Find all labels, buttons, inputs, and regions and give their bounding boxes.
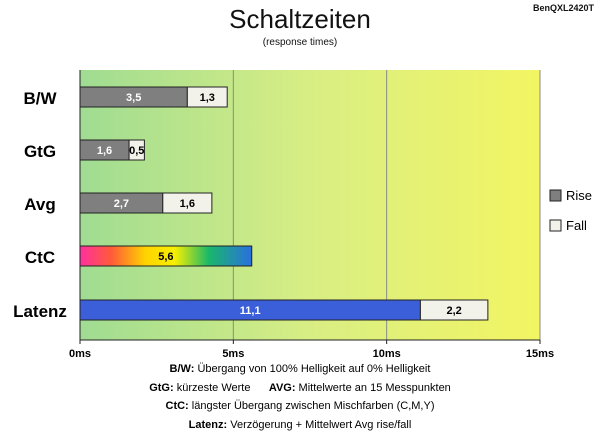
bar-rise-label: 3,5	[126, 92, 141, 104]
category-label: GtG	[24, 142, 56, 161]
x-tick-label: 15ms	[526, 348, 554, 360]
x-tick-label: 0ms	[69, 348, 91, 360]
category-label: Latenz	[13, 302, 67, 321]
bar-fall	[186, 86, 228, 108]
footnote-line: CtC: längster Übergang zwischen Mischfar…	[0, 397, 600, 416]
footnote-term: CtC:	[165, 400, 189, 412]
bar-rise-label: 11,1	[240, 305, 261, 317]
response-time-chart: 0ms 5ms 10ms 15ms 3,5 1,3 1,6 0,5 2,7 1,6 5,6 11,1…	[13, 70, 592, 360]
x-tick-label: 5ms	[222, 348, 244, 360]
legend-label: Fall	[566, 218, 587, 233]
footnote-description: längster Übergang zwischen Mischfarben (…	[188, 400, 435, 412]
bar-rise-label: 5,6	[158, 251, 173, 263]
bar-fall	[419, 299, 489, 321]
footnote-line: GtG: kürzeste Werte AVG: Mittelwerte an …	[0, 379, 600, 398]
bar-rise-label: 2,7	[114, 198, 129, 210]
bar-fall	[162, 192, 213, 214]
footnote-term: Latenz:	[188, 418, 228, 431]
bar-fall-label: 1,6	[180, 198, 195, 210]
footnote-description: Verzögerung + Mittelwert Avg rise/fall	[227, 418, 412, 431]
x-tick-label: 10ms	[373, 348, 401, 360]
legend: Rise Fall	[549, 188, 592, 233]
category-label: Avg	[24, 195, 56, 214]
footnote-description: Mittelwerte an 15 Messpunkten	[295, 381, 451, 394]
footnote-term: GtG:	[149, 381, 174, 394]
chart-subtitle: (response times)	[262, 37, 338, 48]
footnote-description: kürzeste Werte	[173, 381, 251, 394]
category-label: B/W	[23, 89, 57, 108]
category-label: CtC	[25, 248, 55, 267]
bar-rise-label: 1,6	[97, 145, 112, 157]
bar-fall-label: 0,5	[129, 145, 144, 157]
footnote-term: B/W:	[169, 363, 195, 375]
bar-fall-label: 2,2	[446, 305, 461, 317]
bar-fall-label: 1,3	[200, 92, 215, 104]
footnotes: B/W: Übergang von 100% Helligkeit auf 0%…	[0, 360, 600, 434]
legend-label: Rise	[566, 188, 592, 203]
footnote-term: AVG:	[268, 381, 296, 394]
footnote-line: Latenz: Verzögerung + Mittelwert Avg ris…	[0, 416, 600, 435]
bar-fall	[128, 139, 145, 161]
legend-swatch	[549, 189, 562, 202]
chart-title: Schaltzeiten	[229, 4, 371, 34]
footnote-line: B/W: Übergang von 100% Helligkeit auf 0%…	[0, 360, 600, 379]
footnote-description: Übergang von 100% Helligkeit auf 0% Hell…	[194, 363, 431, 375]
bar-rise	[79, 245, 253, 267]
monitor-model-label: BenQXL2420T	[532, 3, 594, 13]
legend-swatch	[549, 219, 562, 232]
